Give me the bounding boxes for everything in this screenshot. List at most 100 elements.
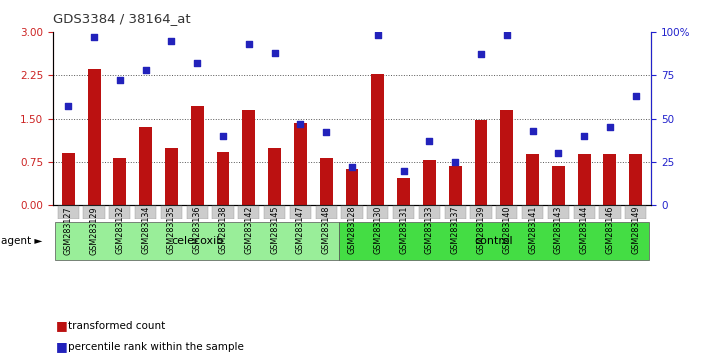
Text: GSM283134: GSM283134 bbox=[142, 206, 150, 254]
Text: GSM283140: GSM283140 bbox=[502, 206, 511, 254]
Point bbox=[269, 50, 280, 56]
Point bbox=[553, 150, 564, 156]
Bar bbox=[320, 158, 333, 205]
Bar bbox=[268, 148, 281, 205]
Point bbox=[346, 164, 358, 170]
Text: GSM283133: GSM283133 bbox=[425, 206, 434, 254]
Point bbox=[140, 67, 151, 73]
Text: GSM283147: GSM283147 bbox=[296, 206, 305, 255]
Point bbox=[191, 60, 203, 66]
FancyBboxPatch shape bbox=[187, 206, 208, 219]
Text: transformed count: transformed count bbox=[68, 321, 165, 331]
FancyBboxPatch shape bbox=[135, 206, 156, 219]
Bar bbox=[629, 154, 642, 205]
Text: control: control bbox=[474, 236, 513, 246]
Bar bbox=[552, 166, 565, 205]
Text: ■: ■ bbox=[56, 341, 68, 353]
FancyBboxPatch shape bbox=[470, 206, 491, 219]
Point bbox=[243, 41, 254, 47]
FancyBboxPatch shape bbox=[109, 206, 130, 219]
FancyBboxPatch shape bbox=[367, 206, 389, 219]
Bar bbox=[423, 160, 436, 205]
Bar bbox=[526, 154, 539, 205]
FancyBboxPatch shape bbox=[290, 206, 311, 219]
FancyBboxPatch shape bbox=[496, 206, 517, 219]
Text: GSM283148: GSM283148 bbox=[322, 206, 331, 254]
Bar bbox=[397, 178, 410, 205]
Bar bbox=[62, 153, 75, 205]
Text: percentile rank within the sample: percentile rank within the sample bbox=[68, 342, 244, 352]
Text: GSM283135: GSM283135 bbox=[167, 206, 176, 255]
Point bbox=[450, 159, 461, 165]
Text: GSM283142: GSM283142 bbox=[244, 206, 253, 255]
Bar bbox=[113, 158, 126, 205]
Text: GSM283136: GSM283136 bbox=[193, 206, 202, 254]
Text: celecoxib: celecoxib bbox=[171, 236, 223, 246]
Bar bbox=[87, 69, 101, 205]
FancyBboxPatch shape bbox=[213, 206, 234, 219]
FancyBboxPatch shape bbox=[341, 206, 363, 219]
Bar bbox=[294, 123, 307, 205]
Text: GSM283139: GSM283139 bbox=[477, 206, 486, 255]
Text: GSM283141: GSM283141 bbox=[528, 206, 537, 254]
Point bbox=[527, 128, 538, 133]
Bar bbox=[217, 152, 230, 205]
Bar bbox=[474, 120, 487, 205]
FancyBboxPatch shape bbox=[58, 206, 79, 219]
Point bbox=[501, 33, 513, 38]
Bar bbox=[191, 106, 203, 205]
FancyBboxPatch shape bbox=[599, 206, 620, 219]
Point bbox=[475, 52, 486, 57]
FancyBboxPatch shape bbox=[574, 206, 595, 219]
Bar bbox=[448, 166, 462, 205]
Point bbox=[579, 133, 590, 139]
FancyBboxPatch shape bbox=[625, 206, 646, 219]
Point bbox=[320, 130, 332, 135]
FancyBboxPatch shape bbox=[445, 206, 466, 219]
Bar bbox=[139, 127, 152, 205]
Bar bbox=[578, 154, 591, 205]
Point bbox=[89, 34, 100, 40]
FancyBboxPatch shape bbox=[56, 222, 339, 260]
FancyBboxPatch shape bbox=[84, 206, 105, 219]
Bar bbox=[371, 74, 384, 205]
Text: GSM283130: GSM283130 bbox=[373, 206, 382, 254]
Text: GSM283143: GSM283143 bbox=[554, 206, 562, 254]
FancyBboxPatch shape bbox=[339, 222, 648, 260]
Point bbox=[63, 104, 74, 109]
Point bbox=[398, 168, 409, 173]
Point bbox=[372, 33, 384, 38]
Text: GSM283138: GSM283138 bbox=[218, 206, 227, 254]
Point bbox=[424, 138, 435, 144]
Text: GSM283145: GSM283145 bbox=[270, 206, 279, 255]
Bar bbox=[346, 170, 358, 205]
Text: GSM283128: GSM283128 bbox=[348, 206, 356, 255]
FancyBboxPatch shape bbox=[393, 206, 414, 219]
FancyBboxPatch shape bbox=[522, 206, 543, 219]
Bar bbox=[501, 110, 513, 205]
Text: GSM283149: GSM283149 bbox=[631, 206, 640, 255]
Point bbox=[604, 124, 615, 130]
Text: agent ►: agent ► bbox=[1, 236, 42, 246]
Point bbox=[630, 93, 641, 99]
Point bbox=[114, 78, 125, 83]
Bar bbox=[242, 110, 256, 205]
Text: ■: ■ bbox=[56, 319, 68, 332]
FancyBboxPatch shape bbox=[548, 206, 569, 219]
Text: GSM283144: GSM283144 bbox=[579, 206, 589, 254]
Text: GSM283131: GSM283131 bbox=[399, 206, 408, 254]
Point bbox=[166, 38, 177, 44]
Point bbox=[295, 121, 306, 127]
Text: GSM283137: GSM283137 bbox=[451, 206, 460, 255]
Point bbox=[218, 133, 229, 139]
Text: GSM283129: GSM283129 bbox=[89, 206, 99, 255]
Text: GSM283127: GSM283127 bbox=[64, 206, 73, 255]
FancyBboxPatch shape bbox=[161, 206, 182, 219]
FancyBboxPatch shape bbox=[315, 206, 337, 219]
Text: GDS3384 / 38164_at: GDS3384 / 38164_at bbox=[53, 12, 190, 25]
Bar bbox=[603, 154, 617, 205]
Text: GSM283146: GSM283146 bbox=[605, 206, 615, 254]
Bar bbox=[165, 148, 178, 205]
Text: GSM283132: GSM283132 bbox=[115, 206, 125, 255]
FancyBboxPatch shape bbox=[264, 206, 285, 219]
